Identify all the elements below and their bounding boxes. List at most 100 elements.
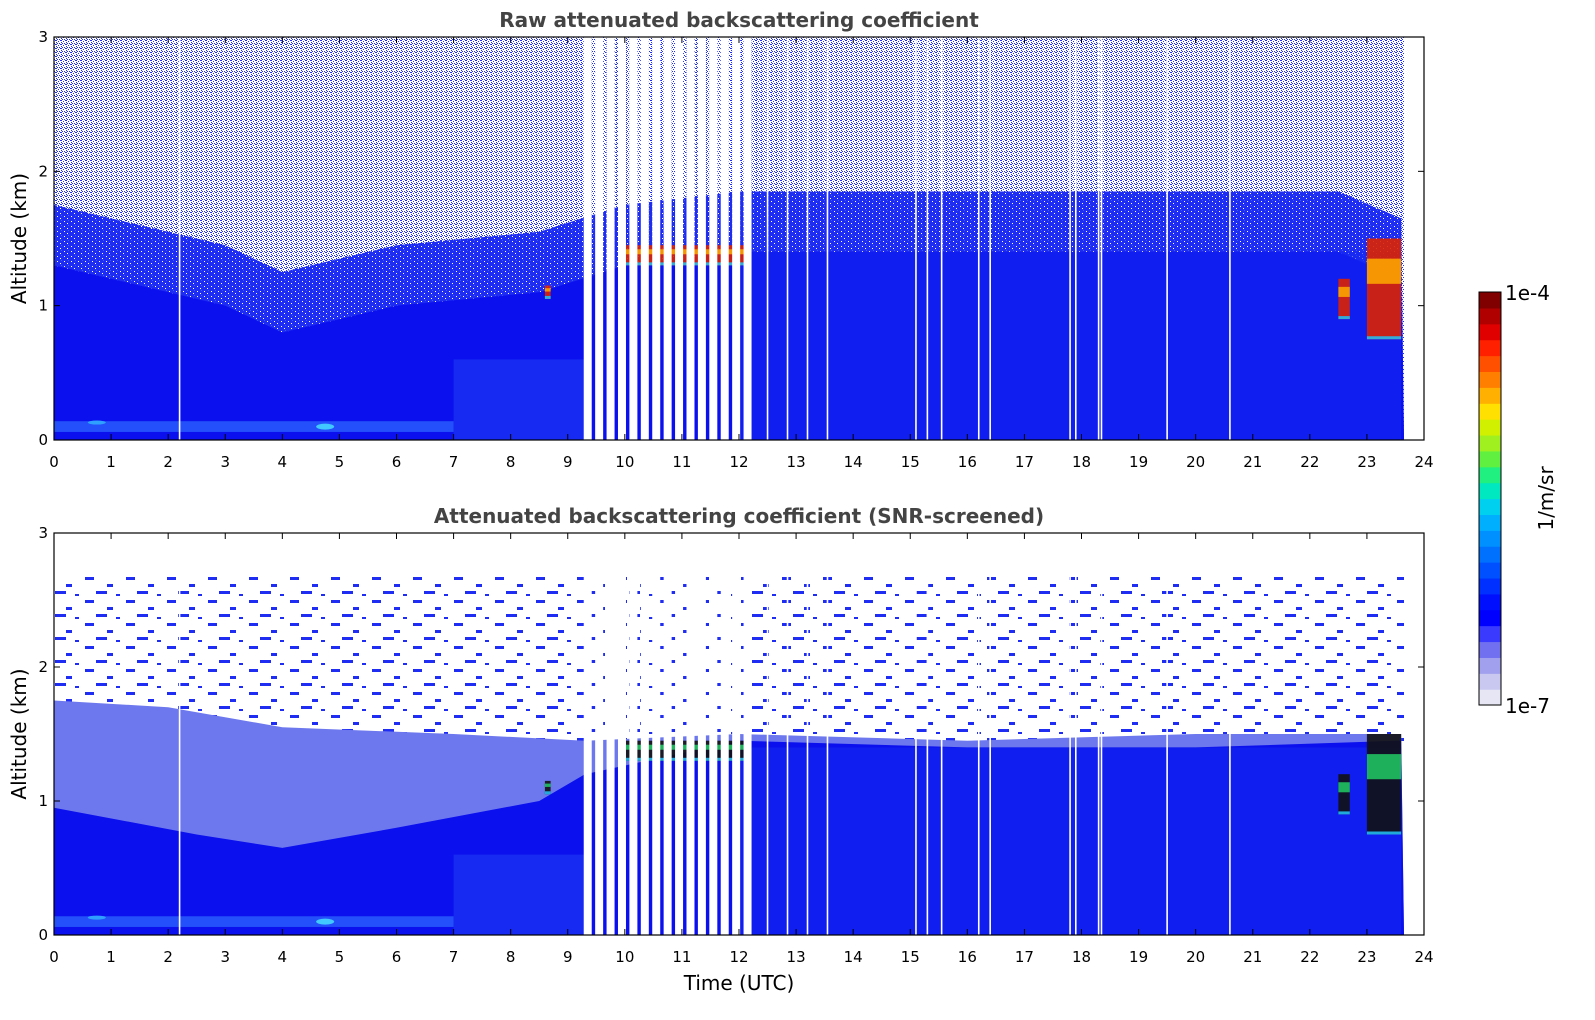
- surface-layer: [54, 421, 454, 432]
- data-gap: [1074, 37, 1077, 440]
- x-tick-label: 10: [615, 453, 634, 471]
- colorbar-segment: [1479, 387, 1501, 404]
- data-gap: [1229, 37, 1231, 440]
- data-gap: [1100, 37, 1103, 440]
- x-tick-label: 17: [1015, 453, 1034, 471]
- x-tick-label: 0: [49, 948, 59, 966]
- colorbar-segment: [1479, 434, 1501, 452]
- x-tick-label: 15: [901, 948, 920, 966]
- data-gap: [1100, 533, 1103, 935]
- x-tick-label: 8: [506, 948, 516, 966]
- data-gap: [720, 533, 729, 935]
- data-gap: [915, 37, 917, 440]
- x-tick-label: 12: [729, 948, 748, 966]
- data-gap: [1074, 533, 1077, 935]
- data-gap: [1097, 37, 1100, 440]
- data-gap: [989, 533, 991, 935]
- x-tick-label: 24: [1414, 453, 1433, 471]
- y-tick-label: 1: [38, 792, 48, 810]
- colorbar-segment: [1479, 466, 1501, 484]
- data-gap: [766, 37, 769, 440]
- data-gap: [1229, 533, 1231, 935]
- x-tick-label: 3: [220, 948, 230, 966]
- x-tick-label: 22: [1300, 453, 1319, 471]
- x-tick-label: 24: [1414, 948, 1433, 966]
- data-gap: [686, 533, 695, 935]
- data-gap: [720, 37, 729, 440]
- colorbar-segment: [1479, 577, 1501, 595]
- colorbar-segment: [1479, 593, 1501, 611]
- x-tick-label: 6: [392, 453, 402, 471]
- data-gap: [989, 37, 991, 440]
- x-tick-label: 7: [449, 453, 459, 471]
- colorbar-segment: [1479, 562, 1501, 579]
- x-tick-label: 2: [163, 948, 173, 966]
- data-gap: [709, 533, 718, 935]
- y-tick-label: 2: [38, 658, 48, 676]
- data-gap: [652, 533, 661, 935]
- data-gap: [786, 37, 789, 440]
- data-gap: [697, 37, 706, 440]
- colorbar-segment: [1479, 355, 1501, 373]
- data-gap: [940, 533, 943, 935]
- no-data-region: [1404, 533, 1424, 935]
- colorbar-min-label: 1e-7: [1505, 694, 1550, 718]
- colorbar-segment: [1479, 673, 1501, 690]
- x-tick-label: 9: [563, 948, 573, 966]
- surface-feature-early: [87, 915, 106, 920]
- colorbar-segment: [1479, 419, 1501, 436]
- surface-layer: [54, 916, 454, 927]
- panel-1: 0 1 2 3 4 5 6 7 8 9 10 11 12 13 14 15 16 17 18 19 20 21 22 23 24…: [7, 8, 1434, 471]
- x-tick-label: 11: [672, 453, 691, 471]
- data-gap: [178, 533, 181, 935]
- heatmap-area: [54, 37, 1424, 440]
- y-tick-label: 0: [38, 431, 48, 449]
- colorbar-unit-label: 1/m/sr: [1534, 466, 1558, 531]
- data-gap: [806, 37, 809, 440]
- colorbar-segment: [1479, 530, 1501, 547]
- data-gap: [629, 533, 638, 935]
- data-gap: [977, 37, 980, 440]
- x-tick-label: 16: [958, 453, 977, 471]
- data-gap: [732, 37, 741, 440]
- aerosol-plume: [453, 359, 585, 440]
- x-tick-label: 23: [1357, 453, 1376, 471]
- y-axis-label: Altitude (km): [7, 668, 31, 799]
- data-gap: [675, 37, 684, 440]
- data-gap: [926, 533, 929, 935]
- data-gap: [617, 37, 626, 440]
- colorbar-segment: [1479, 546, 1501, 563]
- x-tick-label: 6: [392, 948, 402, 966]
- colorbar-segment: [1479, 323, 1501, 341]
- x-tick-label: 9: [563, 453, 573, 471]
- data-gap: [826, 533, 829, 935]
- x-tick-label: 2: [163, 453, 173, 471]
- data-gap: [629, 37, 638, 440]
- data-gap: [743, 533, 752, 935]
- x-tick-label: 19: [1129, 453, 1148, 471]
- data-gap: [583, 533, 592, 935]
- x-tick-label: 14: [844, 453, 863, 471]
- colorbar-segment: [1479, 689, 1501, 706]
- data-gap: [606, 37, 615, 440]
- data-gap: [606, 533, 615, 935]
- surface-feature-early: [87, 420, 106, 425]
- x-tick-label: 21: [1243, 453, 1262, 471]
- y-tick-label: 0: [38, 926, 48, 944]
- y-tick-label: 1: [38, 297, 48, 315]
- data-gap: [743, 37, 752, 440]
- data-gap: [1166, 37, 1168, 440]
- data-gap: [940, 37, 943, 440]
- x-tick-label: 20: [1186, 948, 1205, 966]
- x-tick-label: 13: [787, 948, 806, 966]
- data-gap: [806, 533, 809, 935]
- colorbar-segment: [1479, 339, 1501, 357]
- data-gap: [826, 37, 829, 440]
- data-gap: [732, 533, 741, 935]
- x-tick-label: 10: [615, 948, 634, 966]
- x-tick-label: 13: [787, 453, 806, 471]
- colorbar-segment: [1479, 657, 1501, 674]
- x-tick-label: 5: [335, 948, 345, 966]
- cloud-patch: [544, 780, 551, 795]
